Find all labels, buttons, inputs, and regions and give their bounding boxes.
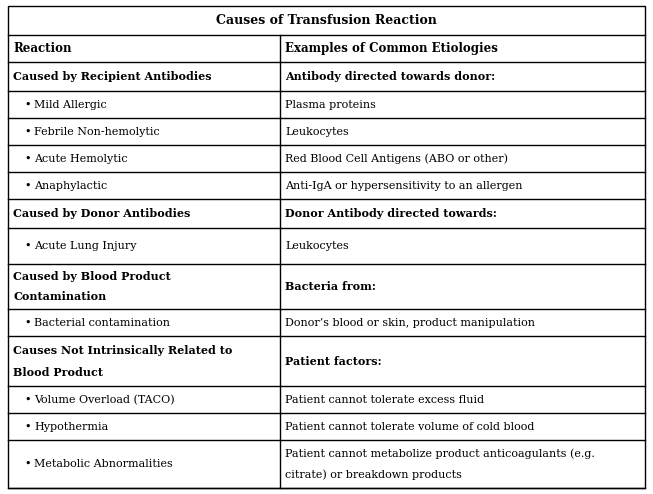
Text: Blood Product: Blood Product bbox=[13, 367, 103, 377]
Text: Donor’s blood or skin, product manipulation: Donor’s blood or skin, product manipulat… bbox=[285, 318, 535, 328]
Text: Caused by Blood Product: Caused by Blood Product bbox=[13, 271, 170, 282]
Text: Acute Hemolytic: Acute Hemolytic bbox=[34, 154, 127, 164]
Text: •: • bbox=[24, 181, 31, 191]
Text: Patient cannot metabolize product anticoagulants (e.g.: Patient cannot metabolize product antico… bbox=[285, 449, 595, 459]
Text: Anaphylactic: Anaphylactic bbox=[34, 181, 107, 191]
Text: Caused by Recipient Antibodies: Caused by Recipient Antibodies bbox=[13, 71, 212, 82]
Text: Patient cannot tolerate volume of cold blood: Patient cannot tolerate volume of cold b… bbox=[285, 422, 534, 432]
Text: Reaction: Reaction bbox=[13, 42, 71, 55]
Text: •: • bbox=[24, 241, 31, 251]
Text: Antibody directed towards donor:: Antibody directed towards donor: bbox=[285, 71, 495, 82]
Text: Bacteria from:: Bacteria from: bbox=[285, 281, 376, 292]
Text: citrate) or breakdown products: citrate) or breakdown products bbox=[285, 469, 462, 480]
Text: •: • bbox=[24, 318, 31, 328]
Text: Contamination: Contamination bbox=[13, 291, 106, 302]
Text: •: • bbox=[24, 126, 31, 137]
Text: Leukocytes: Leukocytes bbox=[285, 241, 349, 251]
Text: Examples of Common Etiologies: Examples of Common Etiologies bbox=[285, 42, 498, 55]
Text: Plasma proteins: Plasma proteins bbox=[285, 100, 376, 110]
Text: Metabolic Abnormalities: Metabolic Abnormalities bbox=[34, 459, 173, 469]
Text: •: • bbox=[24, 395, 31, 405]
Text: Leukocytes: Leukocytes bbox=[285, 126, 349, 137]
Text: Anti-IgA or hypersensitivity to an allergen: Anti-IgA or hypersensitivity to an aller… bbox=[285, 181, 522, 191]
Text: Red Blood Cell Antigens (ABO or other): Red Blood Cell Antigens (ABO or other) bbox=[285, 154, 508, 164]
Text: •: • bbox=[24, 422, 31, 432]
Text: Febrile Non-hemolytic: Febrile Non-hemolytic bbox=[34, 126, 160, 137]
Text: Acute Lung Injury: Acute Lung Injury bbox=[34, 241, 136, 251]
Text: Bacterial contamination: Bacterial contamination bbox=[34, 318, 170, 328]
Text: Hypothermia: Hypothermia bbox=[34, 422, 108, 432]
Text: Volume Overload (TACO): Volume Overload (TACO) bbox=[34, 395, 174, 405]
Text: Mild Allergic: Mild Allergic bbox=[34, 100, 106, 110]
Text: •: • bbox=[24, 100, 31, 110]
Text: Patient cannot tolerate excess fluid: Patient cannot tolerate excess fluid bbox=[285, 395, 484, 405]
Text: Causes Not Intrinsically Related to: Causes Not Intrinsically Related to bbox=[13, 345, 232, 356]
Text: Donor Antibody directed towards:: Donor Antibody directed towards: bbox=[285, 208, 497, 219]
Text: Causes of Transfusion Reaction: Causes of Transfusion Reaction bbox=[216, 14, 437, 27]
Text: Patient factors:: Patient factors: bbox=[285, 356, 381, 367]
Text: Caused by Donor Antibodies: Caused by Donor Antibodies bbox=[13, 208, 191, 219]
Text: •: • bbox=[24, 459, 31, 469]
Text: •: • bbox=[24, 154, 31, 164]
